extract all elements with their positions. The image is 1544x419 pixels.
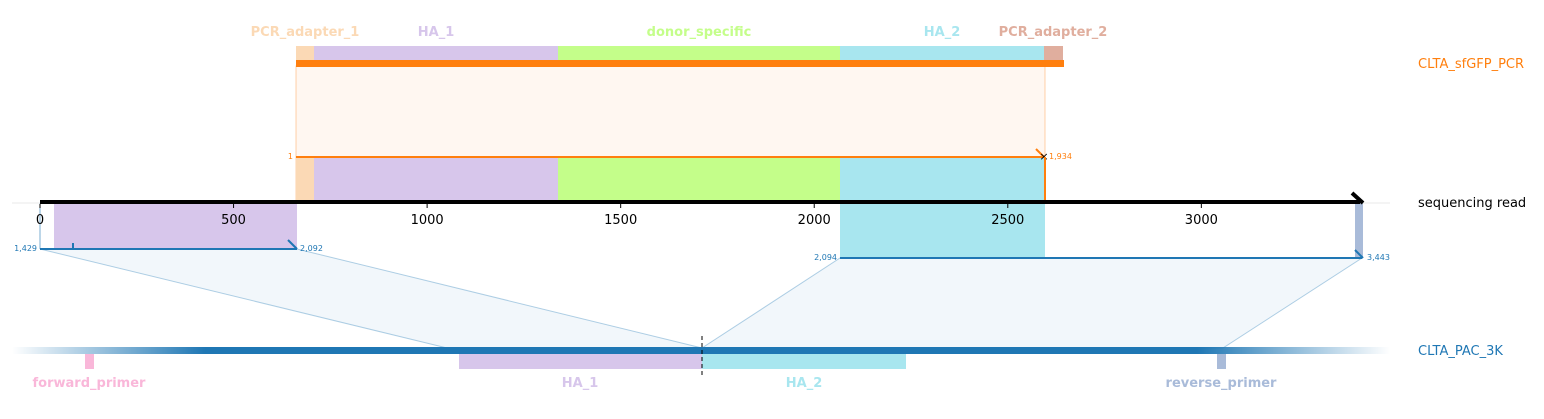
pcr-cut-marker: × <box>1039 150 1048 163</box>
pcr-feature-ha1-top <box>314 46 558 60</box>
right-alignment-fill <box>700 257 1364 349</box>
pcr-feature-adapter2-top <box>1044 46 1063 60</box>
right-alignment-end-label: 3,443 <box>1367 253 1390 262</box>
read-feature-ha1-band <box>54 203 297 249</box>
right-alignment-start-label: 2,094 <box>814 253 837 262</box>
pcr-feature-donor-lower <box>558 157 840 203</box>
pcr-feature-label-ha1: HA_1 <box>418 25 455 40</box>
genome-feature-label-reverse-primer: reverse_primer <box>1166 376 1278 391</box>
left-alignment-fill <box>39 248 703 349</box>
read-tick-label: 2500 <box>991 213 1024 228</box>
pcr-feature-donor-top <box>558 46 840 60</box>
pcr-feature-ha1-lower <box>314 157 558 203</box>
left-alignment-end-tick <box>287 239 298 250</box>
genome-feature-label-ha1: HA_1 <box>562 376 599 391</box>
pcr-feature-label-adapter2: PCR_adapter_2 <box>999 25 1108 40</box>
pcr-feature-label-donor: donor_specific <box>647 25 752 40</box>
pcr-feature-ha2-top <box>840 46 1044 60</box>
read-feature-ha2-band <box>840 203 1045 258</box>
genome-feature-reverse-primer <box>1217 354 1226 369</box>
read-tick-label: 1000 <box>411 213 444 228</box>
pcr-alignment-end-tick <box>1035 148 1045 158</box>
pcr-alignment-end-label: 1,934 <box>1049 152 1072 161</box>
genome-feature-ha2 <box>702 354 906 369</box>
pcr-feature-adapter1-lower <box>296 157 314 203</box>
read-name: sequencing read <box>1418 196 1526 211</box>
pcr-feature-label-ha2: HA_2 <box>924 25 961 40</box>
left-alignment-start-label: 1,429 <box>14 244 37 253</box>
read-ticks: 0 500 1000 1500 2000 2500 3000 <box>36 204 1218 228</box>
genome-feature-ha1 <box>459 354 702 369</box>
pcr-feature-adapter1-top <box>296 46 314 60</box>
genome-target-bar <box>12 347 1390 354</box>
pcr-alignment-start-label: 1 <box>288 152 293 161</box>
left-alignment-end-label: 2,092 <box>300 244 323 253</box>
genome-feature-label-forward-primer: forward_primer <box>33 376 147 391</box>
pcr-feature-ha2-lower <box>840 157 1044 203</box>
read-end-arrow <box>1350 191 1365 205</box>
pcr-target-bar <box>296 60 1064 67</box>
genome-feature-label-ha2: HA_2 <box>786 376 823 391</box>
genome-target-name: CLTA_PAC_3K <box>1418 344 1503 359</box>
genome-feature-forward-primer <box>85 354 94 369</box>
read-feature-reverse-primer-band <box>1355 203 1363 258</box>
pcr-target-name: CLTA_sfGFP_PCR <box>1418 57 1524 72</box>
read-tick-label: 500 <box>221 213 246 228</box>
read-tick-label: 0 <box>36 213 44 228</box>
pcr-feature-label-adapter1: PCR_adapter_1 <box>251 25 360 40</box>
read-tick-label: 1500 <box>604 213 637 228</box>
read-tick-label: 3000 <box>1185 213 1218 228</box>
read-tick-label: 2000 <box>798 213 831 228</box>
right-alignment-end-tick <box>1354 249 1364 259</box>
